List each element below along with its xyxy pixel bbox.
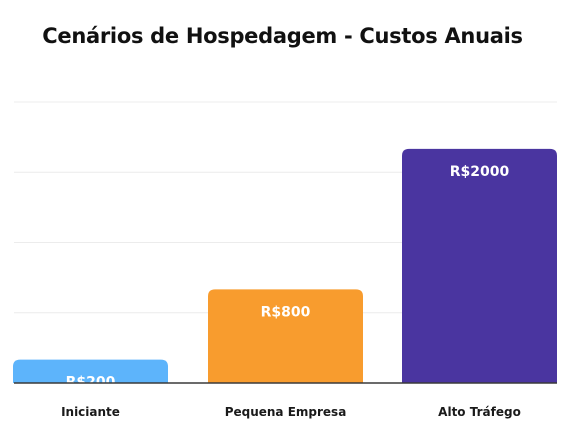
bar-iniciante: [13, 359, 168, 383]
bar-pequena-empresa: [208, 289, 363, 383]
bar-alto-tráfego: [402, 148, 557, 383]
x-tick-label: Pequena Empresa: [225, 405, 347, 419]
x-tick-label: Iniciante: [61, 405, 120, 419]
chart-title: Cenários de Hospedagem - Custos Anuais: [42, 24, 523, 48]
data-label: R$2000: [450, 164, 510, 180]
data-label: R$800: [261, 304, 311, 320]
x-tick-label: Alto Tráfego: [438, 405, 521, 419]
